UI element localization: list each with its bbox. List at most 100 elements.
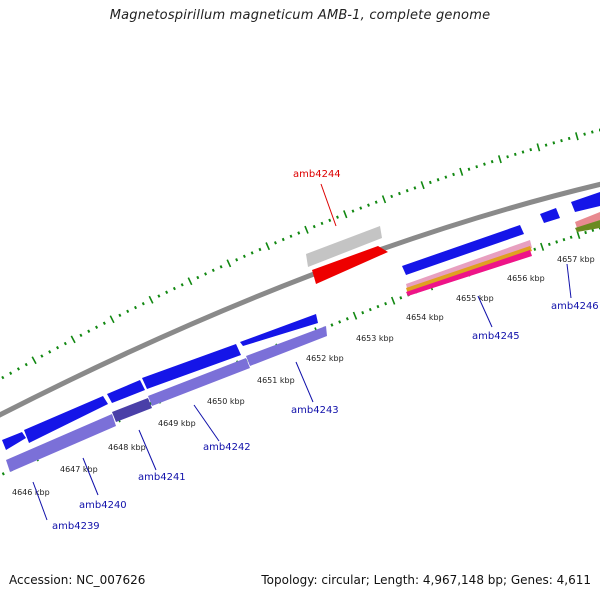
feature-bar [406,250,532,296]
minor-tick [16,367,20,371]
feature-bar [575,220,600,232]
minor-tick [196,275,200,280]
minor-tick [351,209,355,213]
major-tick [576,230,581,239]
genome-backbone [0,181,600,418]
cds-arrow [402,225,524,275]
major-tick [381,195,387,204]
minor-tick [533,247,537,251]
minor-tick [330,323,334,327]
kbp-label: 4655 kbp [456,294,494,303]
accession-text: Accession: NC_007626 [9,573,146,587]
cds-arrow [142,344,241,389]
gene-label: amb4243 [291,405,339,416]
minor-tick [591,228,595,232]
minor-tick [48,350,52,354]
minor-tick [413,186,417,190]
cds-arrow [240,314,318,346]
kbp-label: 4656 kbp [507,274,545,283]
minor-tick [367,203,370,207]
minor-tick [336,215,339,219]
minor-tick [467,167,471,171]
gene-leader-line [477,295,493,328]
major-tick [109,315,115,324]
minor-tick [250,251,254,255]
minor-tick [56,346,60,350]
minor-tick [95,325,99,329]
minor-tick [157,294,161,298]
minor-tick [483,162,486,166]
minor-tick [584,230,587,235]
major-tick [420,181,425,190]
minor-tick [560,139,563,143]
minor-tick [398,191,401,196]
minor-tick [133,305,138,310]
minor-tick [87,329,91,333]
feature-bar [575,212,600,228]
minor-tick [219,265,223,269]
major-tick [536,143,541,152]
minor-tick [165,290,169,295]
feature-track-light [6,212,600,472]
minor-tick [211,268,215,273]
minor-tick [328,218,332,222]
minor-tick [9,371,13,375]
minor-tick [1,472,5,476]
minor-tick [1,375,5,380]
kbp-label: 4651 kbp [257,376,295,385]
cds-arrow [540,208,560,223]
amb4244-feature [306,226,388,284]
gene-label: amb4240 [79,500,127,511]
minor-tick [63,341,67,346]
minor-tick [312,224,316,229]
gene-label: amb4242 [203,442,251,453]
major-tick [70,335,76,344]
gene-labels: amb4239 amb4240 amb4241 amb4242 amb4243 amb42… [32,169,599,532]
minor-tick [40,354,44,358]
gene-leader-line [193,404,220,442]
major-tick [575,132,579,141]
major-tick [265,242,271,251]
minor-tick [374,200,378,204]
minor-tick [569,235,573,239]
major-tick [31,356,37,365]
minor-tick [513,152,517,156]
minor-tick [204,272,208,276]
major-tick [226,259,232,268]
minor-tick [555,240,559,244]
gene-label: amb4241 [138,472,186,483]
kbp-label: 4649 kbp [158,419,196,428]
major-tick [459,167,464,176]
minor-tick [490,159,494,164]
minor-tick [359,206,363,210]
kbp-label: 4650 kbp [207,397,245,406]
minor-tick [320,221,324,226]
minor-tick [281,237,285,242]
minor-tick [338,320,342,324]
gene-label: amb4244 [293,169,341,180]
gene-label: amb4245 [472,331,520,342]
minor-tick [399,296,403,300]
gene-label: amb4246 [551,301,599,312]
kbp-label: 4654 kbp [406,313,444,322]
cds-arrow [2,432,26,450]
map-title: Magnetospirillum magneticum AMB-1, compl… [109,8,491,23]
minor-tick [376,304,380,309]
minor-tick [79,333,83,338]
minor-tick [180,283,184,287]
minor-tick [475,165,479,169]
cds-arrow [571,192,600,212]
feature-bar [6,414,116,472]
major-tick [148,295,154,304]
minor-tick [444,175,448,179]
minor-tick [126,309,130,314]
gene-leader-line [320,183,337,227]
minor-tick [590,130,594,134]
major-tick [540,242,545,251]
gene-leader-line [566,263,572,299]
minor-tick [552,141,556,145]
kbp-label: 4653 kbp [356,334,394,343]
minor-tick [544,143,548,147]
gene-leader-line [138,429,157,471]
